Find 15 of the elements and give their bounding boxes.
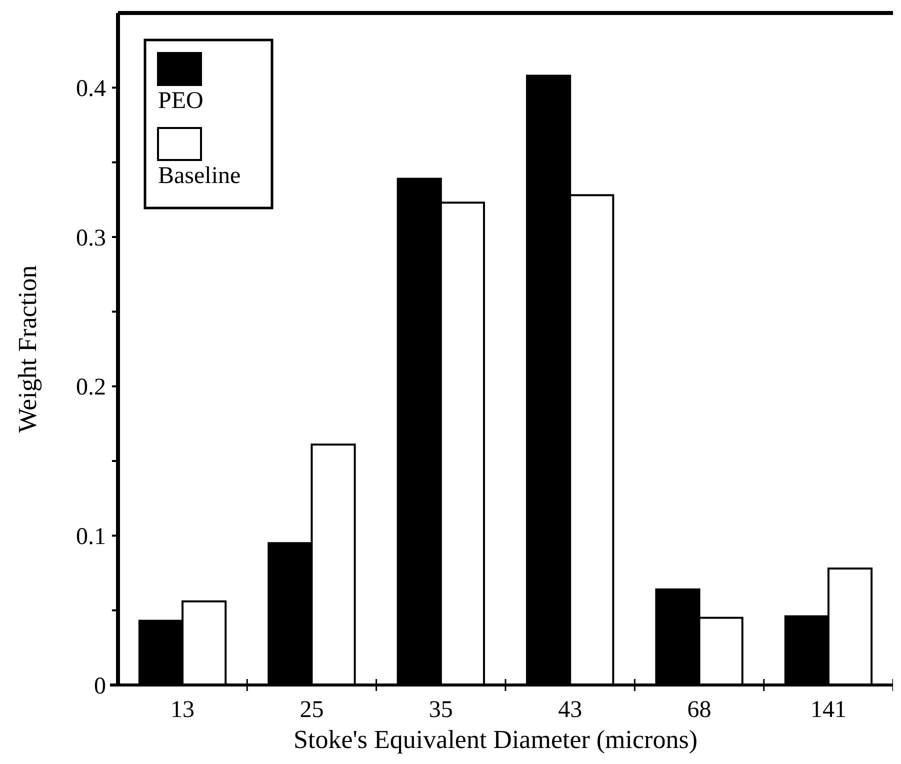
- x-tick-label: 13: [170, 697, 195, 723]
- y-tick-label: 0.4: [76, 76, 106, 102]
- x-tick-label: 25: [300, 697, 324, 723]
- y-axis-title: Weight Fraction: [13, 265, 42, 433]
- legend-label: Baseline: [158, 163, 241, 189]
- y-tick-label: 0.3: [76, 225, 106, 252]
- x-tick-label: 68: [687, 697, 712, 723]
- legend-label: PEO: [158, 88, 204, 114]
- x-tick-label: 35: [428, 697, 453, 723]
- x-tick-label: 141: [810, 697, 846, 723]
- y-tick-label: 0: [94, 673, 106, 700]
- y-tick-label: 0.2: [76, 374, 106, 401]
- x-tick-label: 43: [558, 697, 582, 723]
- x-axis-title: Stoke's Equivalent Diameter (microns): [294, 725, 698, 754]
- y-tick-label: 0.1: [76, 524, 106, 550]
